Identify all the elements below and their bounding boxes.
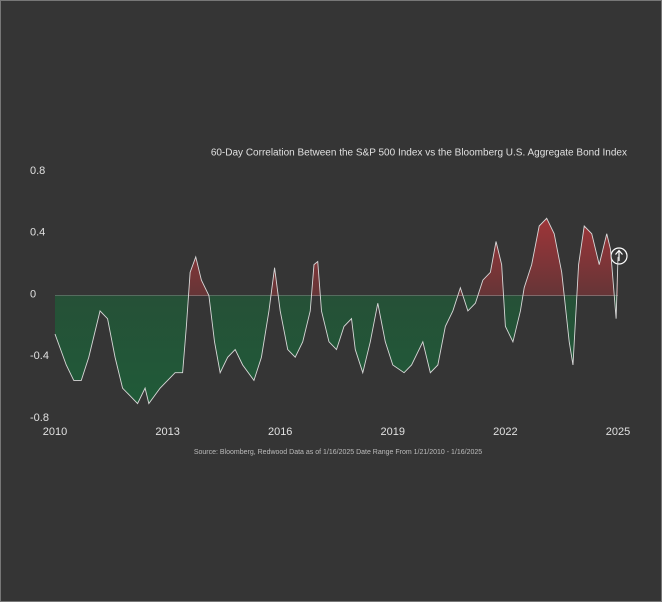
area [55,218,618,404]
source-note: Source: Bloomberg, Redwood Data as of 1/… [194,449,482,456]
x-tick-label: 2016 [268,426,292,438]
y-tick-label: 0.4 [30,227,45,239]
x-tick-label: 2025 [606,426,630,438]
x-tick-label: 2010 [43,426,67,438]
x-tick-label: 2022 [493,426,517,438]
line [54,217,619,405]
y-tick-label: 0.8 [30,165,45,177]
y-tick-label: 0 [30,288,36,300]
y-tick-label: -0.8 [30,412,49,424]
chart-title: 60-Day Correlation Between the S&P 500 I… [211,148,627,159]
x-tick-label: 2013 [155,426,179,438]
y-tick-label: -0.4 [30,350,49,362]
x-tick-label: 2019 [381,426,405,438]
